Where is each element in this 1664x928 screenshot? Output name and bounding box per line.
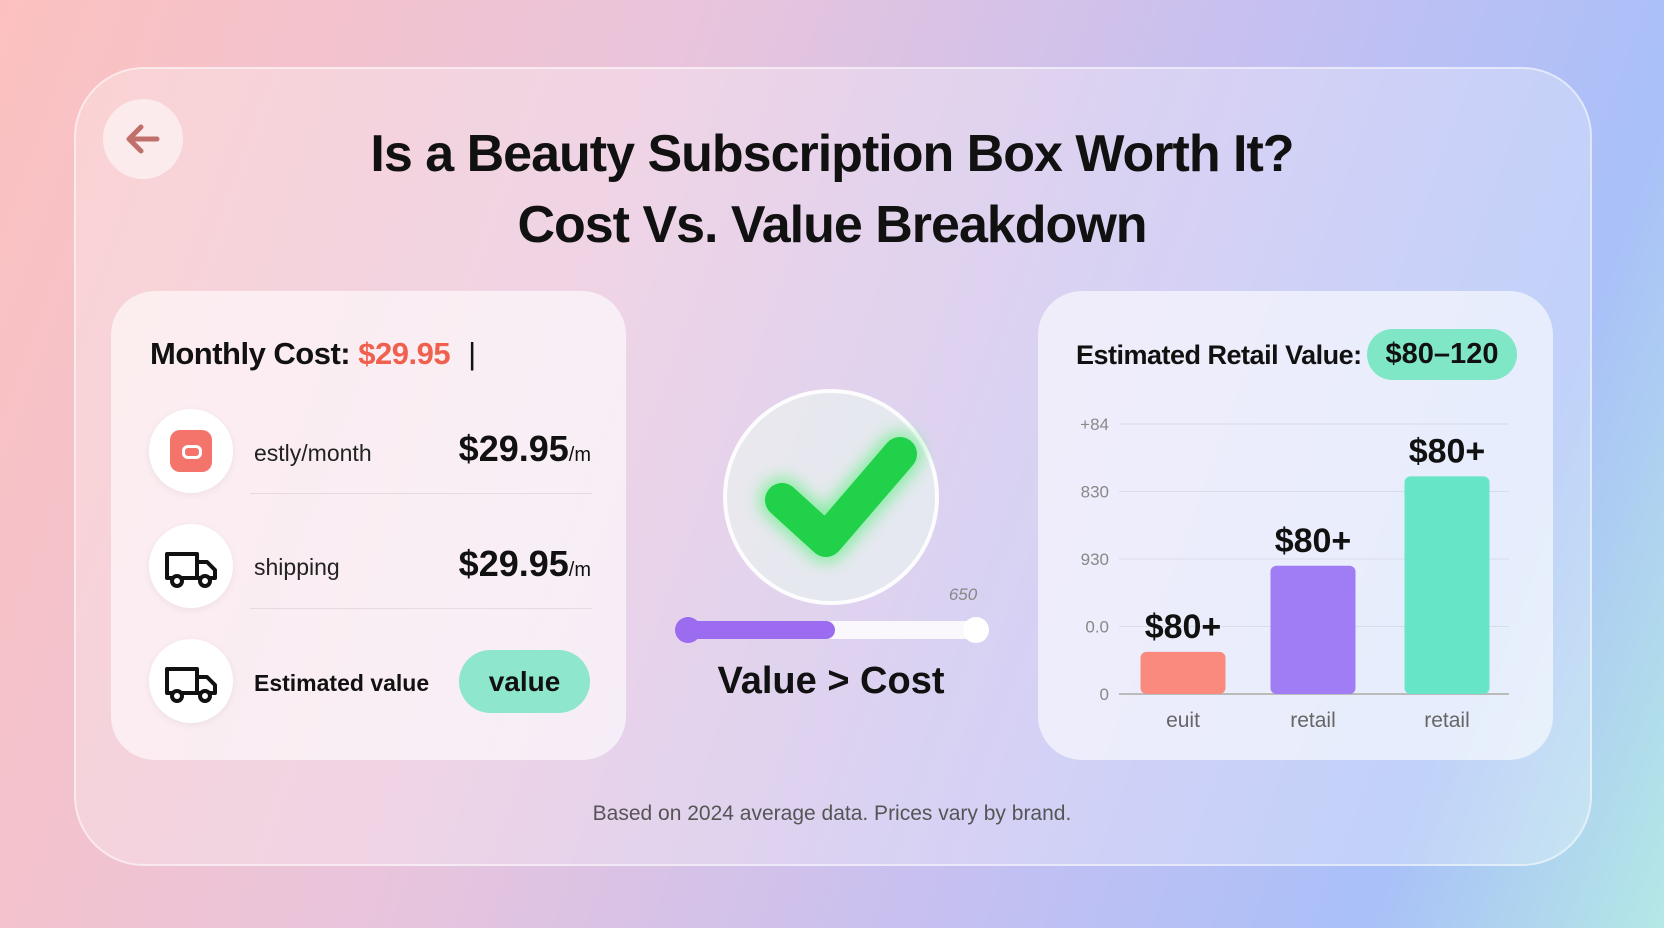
slider-end bbox=[963, 617, 989, 643]
truck-icon bbox=[149, 524, 233, 608]
cost-price: $29.95 bbox=[358, 336, 451, 371]
row-label: estly/month bbox=[254, 440, 372, 466]
y-tick-label: 930 bbox=[1081, 550, 1109, 569]
verdict-text: Value > Cost bbox=[717, 660, 944, 702]
value-badge: value bbox=[459, 650, 590, 713]
data-label: $80+ bbox=[1275, 522, 1352, 560]
back-button[interactable] bbox=[103, 99, 183, 179]
chart-badge: $80–120 bbox=[1367, 329, 1517, 380]
bar bbox=[1140, 651, 1226, 694]
row-value-text: $29.95 bbox=[458, 543, 569, 584]
y-tick-label: 0 bbox=[1100, 685, 1109, 704]
x-tick-label: retail bbox=[1290, 709, 1336, 732]
bar bbox=[1404, 476, 1490, 694]
slider-fill bbox=[676, 621, 835, 639]
cost-label: Monthly Cost: bbox=[150, 336, 351, 371]
y-tick-label: 830 bbox=[1081, 483, 1109, 502]
slider-handle[interactable] bbox=[675, 617, 701, 643]
row-value-text: $29.95 bbox=[458, 428, 569, 469]
chart-title: Estimated Retail Value: bbox=[1076, 340, 1362, 370]
x-tick-label: retail bbox=[1424, 709, 1470, 732]
row-label: Estimated value bbox=[254, 670, 430, 696]
back-icon bbox=[126, 124, 160, 154]
title: Is a Beauty Subscription Box Worth It? bbox=[370, 125, 1294, 183]
check-mark bbox=[765, 437, 917, 557]
row-unit: /m bbox=[568, 444, 591, 466]
x-tick-label: euit bbox=[1166, 709, 1200, 732]
slider-label: 650 bbox=[949, 585, 978, 604]
cost-heading: Monthly Cost: $29.95 | bbox=[150, 336, 476, 371]
divider bbox=[250, 493, 592, 494]
divider bbox=[250, 608, 592, 609]
truck-icon bbox=[149, 639, 233, 723]
bar bbox=[1270, 565, 1356, 694]
row-value: $29.95/m bbox=[459, 543, 591, 585]
row-unit: /m bbox=[568, 559, 591, 581]
y-tick-label: +84 bbox=[1080, 415, 1109, 434]
y-tick-label: 0.0 bbox=[1085, 618, 1109, 637]
data-label: $80+ bbox=[1145, 608, 1222, 646]
row-label: shipping bbox=[254, 554, 340, 580]
box-icon bbox=[149, 409, 233, 493]
row-value: $29.95/m bbox=[459, 428, 591, 470]
data-label: $80+ bbox=[1409, 432, 1486, 470]
title: Cost Vs. Value Breakdown bbox=[517, 196, 1147, 254]
footnote: Based on 2024 average data. Prices vary … bbox=[592, 802, 1072, 825]
